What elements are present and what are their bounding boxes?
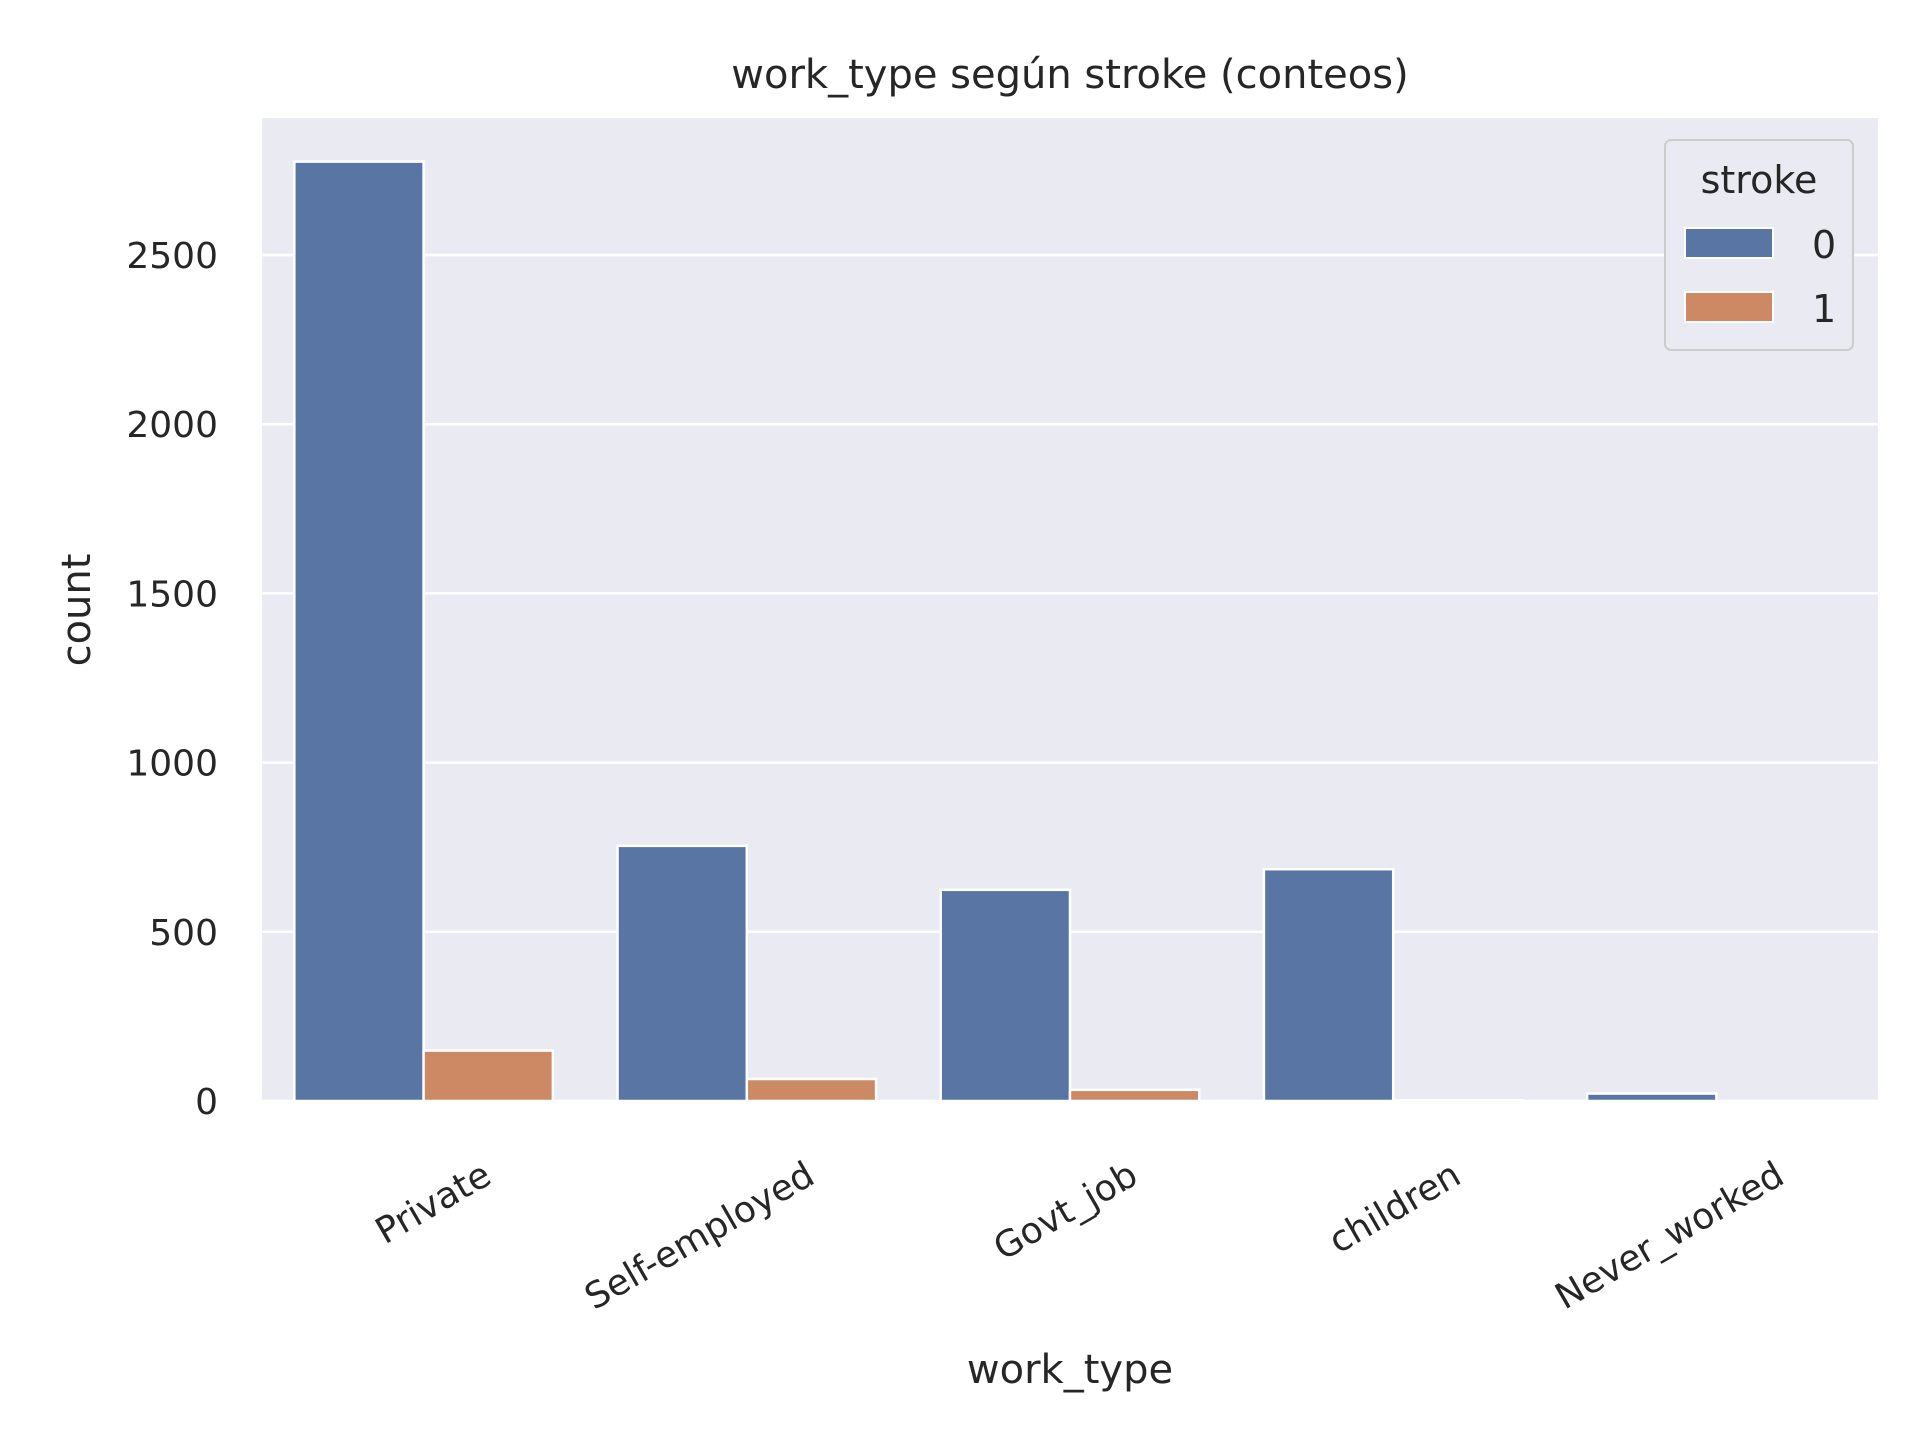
legend-title: stroke xyxy=(1701,158,1818,202)
y-tick-label: 500 xyxy=(149,913,218,954)
y-tick-label: 2000 xyxy=(126,405,218,446)
y-tick-label: 1500 xyxy=(126,574,218,615)
bar-children-stroke-0 xyxy=(1262,867,1395,1103)
x-tick-label: Private xyxy=(369,1154,498,1252)
legend-label-1: 1 xyxy=(1812,287,1836,331)
x-tick-label: Govt_job xyxy=(987,1154,1145,1269)
bar-Self-employed-stroke-1 xyxy=(745,1077,878,1103)
bar-Self-employed-stroke-0 xyxy=(616,844,749,1103)
x-tick-label: Never_worked xyxy=(1549,1154,1791,1318)
bar-Never_worked-stroke-0 xyxy=(1585,1092,1718,1103)
y-tick-label: 2500 xyxy=(126,236,218,277)
chart-title: work_type según stroke (conteos) xyxy=(731,52,1408,98)
bar-Private-stroke-1 xyxy=(422,1049,555,1103)
bar-Govt_job-stroke-1 xyxy=(1068,1088,1201,1103)
x-tick-label: Self-employed xyxy=(578,1154,821,1318)
y-tick-label: 1000 xyxy=(126,744,218,785)
y-axis-label: count xyxy=(54,554,100,667)
x-tick-label: children xyxy=(1322,1154,1468,1262)
bars xyxy=(293,160,1718,1103)
bar-children-stroke-1 xyxy=(1391,1099,1524,1103)
y-tick-label: 0 xyxy=(195,1082,218,1123)
x-axis-label: work_type xyxy=(967,1347,1173,1393)
legend-label-0: 0 xyxy=(1812,223,1836,267)
bar-Private-stroke-0 xyxy=(293,160,425,1103)
x-tick-labels: Private Self-employed Govt_job children Neve… xyxy=(369,1154,1791,1318)
bar-Govt_job-stroke-0 xyxy=(939,888,1072,1103)
legend-swatch-0 xyxy=(1684,227,1774,259)
legend: stroke 0 1 xyxy=(1664,139,1854,351)
y-tick-labels: 0 500 1000 1500 2000 2500 xyxy=(126,236,218,1123)
legend-swatch-1 xyxy=(1684,291,1774,323)
